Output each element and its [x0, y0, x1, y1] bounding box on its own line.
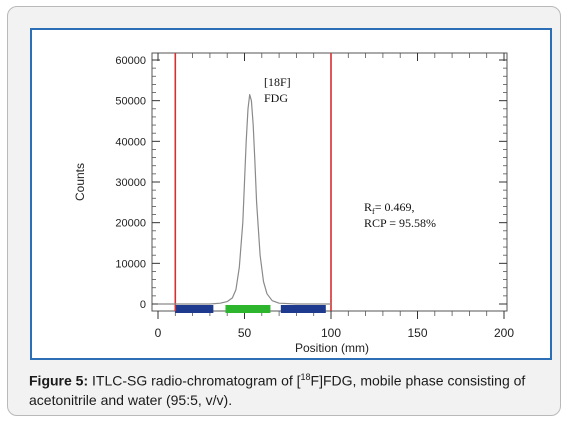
caption-text-part2: F]FDG, mobile phase consisting of aceton… [29, 372, 526, 408]
y-tick-label: 30000 [115, 177, 146, 189]
plot-area-border [151, 52, 508, 312]
caption-superscript: 18 [300, 372, 311, 382]
peak-label-line2: FDG [264, 91, 288, 105]
y-tick-label: 20000 [115, 218, 146, 230]
caption-text-part1: ITLC-SG radio-chromatogram of [ [88, 372, 301, 389]
caption-label: Figure 5: [29, 372, 89, 389]
region-band [225, 305, 271, 313]
y-tick-label: 10000 [115, 258, 146, 270]
x-tick-label: 50 [238, 326, 252, 340]
rcp-annotation: RCP = 95.58% [364, 216, 436, 230]
radio-chromatogram-chart: 0 10000 20000 30000 40000 50000 60000 0 50 100 150… [73, 52, 514, 355]
x-tick-label: 200 [494, 326, 514, 340]
chart-frame: 0 10000 20000 30000 40000 50000 60000 0 50 100 150… [30, 28, 552, 360]
figure-container: 0 10000 20000 30000 40000 50000 60000 0 50 100 150… [7, 6, 561, 416]
y-tick-label: 60000 [115, 55, 146, 67]
region-band [280, 305, 326, 313]
y-tick-label: 0 [140, 299, 146, 311]
y-tick-label: 40000 [115, 136, 146, 148]
region-band [175, 305, 214, 313]
x-tick-label: 150 [407, 326, 427, 340]
peak-label-line1: [18F] [264, 75, 291, 89]
rf-annotation: Rf= 0.469, [364, 200, 414, 216]
y-axis-label: Counts [73, 163, 87, 201]
series-trace [158, 94, 331, 305]
figure-caption: Figure 5: ITLC-SG radio-chromatogram of … [29, 368, 559, 410]
x-axis-label: Position (mm) [295, 341, 369, 355]
x-tick-label: 100 [321, 326, 341, 340]
y-tick-label: 50000 [115, 96, 146, 108]
x-tick-label: 0 [155, 326, 162, 340]
